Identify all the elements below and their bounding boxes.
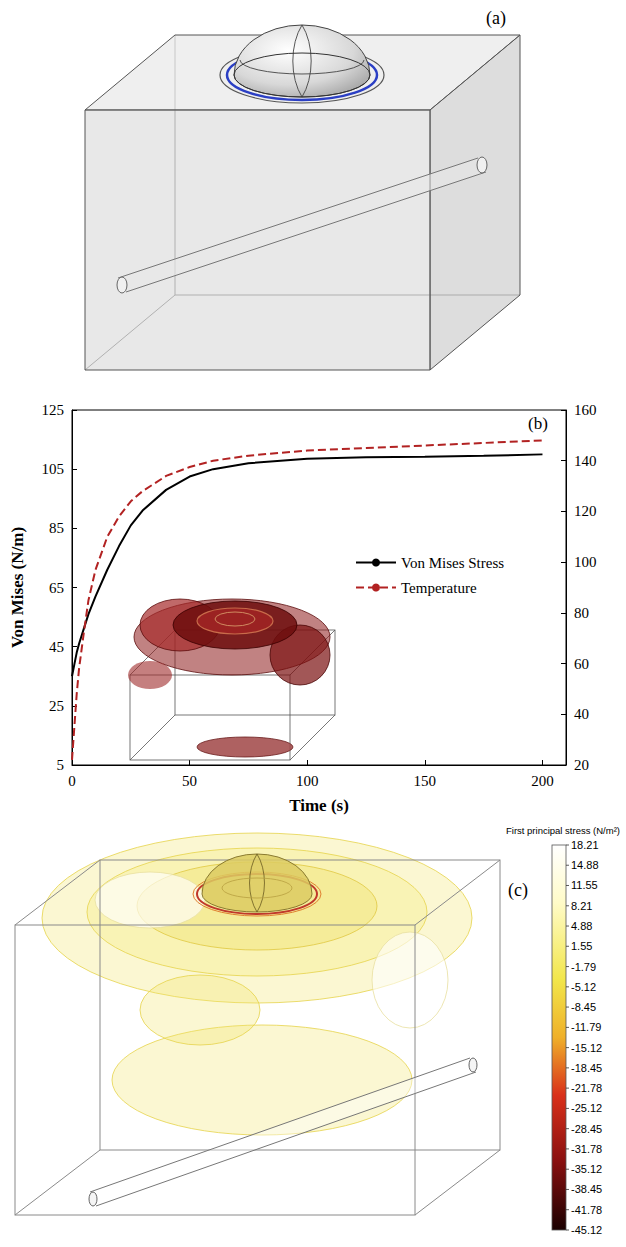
svg-text:85: 85: [49, 520, 64, 536]
svg-text:-35.12: -35.12: [571, 1163, 602, 1175]
svg-text:40: 40: [574, 706, 589, 722]
svg-text:Von Mises Stress: Von Mises Stress: [401, 555, 504, 571]
svg-text:-8.45: -8.45: [571, 1001, 596, 1013]
svg-text:150: 150: [414, 773, 437, 789]
svg-text:14.88: 14.88: [571, 859, 599, 871]
svg-text:-25.12: -25.12: [571, 1102, 602, 1114]
svg-text:(b): (b): [528, 414, 548, 433]
svg-text:65: 65: [49, 580, 64, 596]
svg-text:-45.12: -45.12: [571, 1224, 602, 1236]
svg-text:11.55: 11.55: [571, 879, 598, 891]
svg-text:100: 100: [296, 773, 319, 789]
svg-text:100: 100: [574, 554, 597, 570]
svg-text:60: 60: [574, 656, 589, 672]
svg-text:-28.45: -28.45: [571, 1123, 602, 1135]
svg-text:8.21: 8.21: [571, 900, 592, 912]
svg-text:-21.78: -21.78: [571, 1082, 602, 1094]
svg-text:-38.45: -38.45: [571, 1183, 602, 1195]
svg-text:-15.12: -15.12: [571, 1042, 602, 1054]
svg-text:Temperature: Temperature: [401, 580, 477, 596]
svg-text:First principal stress (N/m²): First principal stress (N/m²): [506, 825, 620, 836]
svg-text:18.21: 18.21: [571, 839, 599, 851]
svg-text:-18.45: -18.45: [571, 1062, 602, 1074]
svg-text:(c): (c): [508, 880, 528, 901]
svg-text:20: 20: [574, 757, 589, 773]
svg-text:-1.79: -1.79: [571, 961, 596, 973]
svg-text:50: 50: [182, 773, 197, 789]
svg-text:Von Mises (N/m): Von Mises (N/m): [8, 527, 27, 648]
svg-text:140: 140: [574, 453, 597, 469]
svg-text:200: 200: [531, 773, 554, 789]
svg-text:4.88: 4.88: [571, 920, 592, 932]
svg-text:120: 120: [574, 503, 597, 519]
svg-text:Time (s): Time (s): [289, 796, 349, 815]
svg-text:45: 45: [49, 639, 64, 655]
svg-text:-11.79: -11.79: [571, 1021, 601, 1033]
svg-text:-41.78: -41.78: [571, 1204, 602, 1216]
svg-text:105: 105: [42, 461, 65, 477]
svg-text:160: 160: [574, 402, 597, 418]
svg-text:(a): (a): [486, 8, 506, 29]
svg-text:-5.12: -5.12: [571, 981, 596, 993]
svg-text:125: 125: [42, 402, 65, 418]
svg-text:80: 80: [574, 605, 589, 621]
svg-text:-31.78: -31.78: [571, 1143, 602, 1155]
svg-text:25: 25: [49, 698, 64, 714]
svg-text:1.55: 1.55: [571, 940, 592, 952]
svg-text:5: 5: [57, 757, 65, 773]
svg-text:0: 0: [68, 773, 76, 789]
